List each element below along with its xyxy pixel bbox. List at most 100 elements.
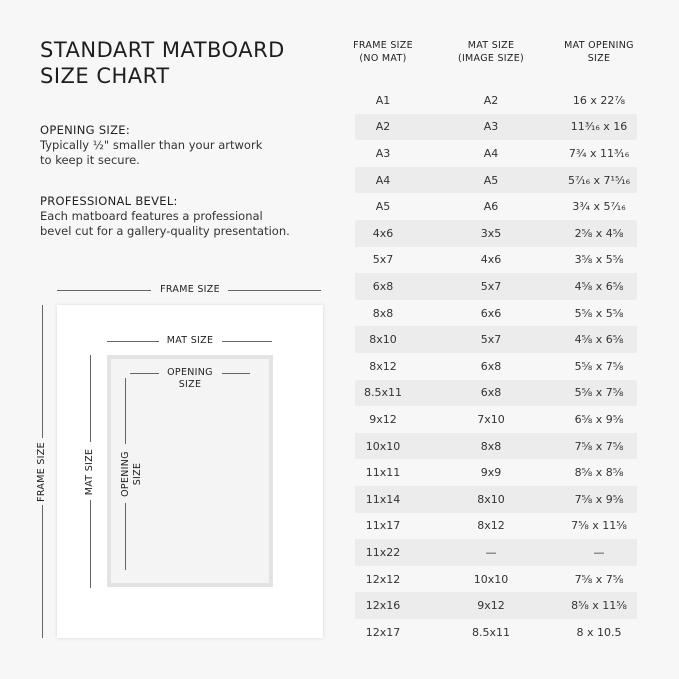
mat-size-cell: 10x10 xyxy=(473,572,509,586)
header-line: FRAME SIZE xyxy=(353,40,413,51)
bevel-text-line: bevel cut for a gallery-quality presenta… xyxy=(40,224,290,238)
mat-opening-cell: 4⅝ x 6⅝ xyxy=(574,333,624,347)
mat-opening-cell: 7⅝ x 11⅝ xyxy=(571,519,627,533)
frame-size-cell: 12x16 xyxy=(365,599,401,613)
frame-size-label: FRAME SIZE xyxy=(160,284,220,295)
mat-size-cell: 6x8 xyxy=(480,386,502,400)
frame-size-cell: 8.5x11 xyxy=(363,386,402,400)
frame-size-vline xyxy=(42,305,43,438)
mat-opening-cell: 3¾ x 5⁷⁄₁₆ xyxy=(572,200,626,214)
mat-size-line xyxy=(107,341,159,342)
frame-size-cell: A4 xyxy=(375,173,391,187)
table-row: 8x12 6x8 5⅝ x 7⅝ xyxy=(355,353,637,380)
mat-size-cell: A6 xyxy=(483,200,499,214)
mat-size-cell: 8x8 xyxy=(480,439,502,453)
mat-opening-cell: 11³⁄₁₆ x 16 xyxy=(570,120,628,134)
mat-size-vlabel: MAT SIZE xyxy=(84,448,95,496)
frame-size-cell: 10x10 xyxy=(365,439,401,453)
table-row: 12x16 9x12 8⅝ x 11⅝ xyxy=(355,592,637,619)
frame-size-cell: 8x10 xyxy=(369,333,397,347)
mat-size-cell: A4 xyxy=(483,146,499,160)
mat-size-cell: 9x12 xyxy=(477,599,505,613)
header-mat-opening: MAT OPENING SIZE xyxy=(544,39,654,65)
header-line: (NO MAT) xyxy=(359,53,407,64)
frame-size-cell: 4x6 xyxy=(372,226,394,240)
opening-size-label: OPENING SIZE xyxy=(155,367,225,391)
table-row: 12x12 10x10 7⅝ x 7⅝ xyxy=(355,566,637,593)
table-row: A2 A3 11³⁄₁₆ x 16 xyxy=(355,113,637,141)
frame-size-cell: A5 xyxy=(375,200,391,214)
mat-size-cell: 5x7 xyxy=(480,333,502,347)
opening-size-line xyxy=(130,373,159,374)
table-row: A4 A5 5⁷⁄₁₆ x 7¹⁵⁄₁₆ xyxy=(355,166,637,194)
mat-opening-cell: 7⅝ x 9⅝ xyxy=(574,492,624,506)
mat-size-cell: 8x10 xyxy=(477,492,505,506)
frame-size-cell: A1 xyxy=(375,93,391,107)
table-row: 8x8 6x6 5⅝ x 5⅝ xyxy=(355,300,637,327)
mat-size-vline xyxy=(90,355,91,442)
mat-opening-cell: 8⅝ x 11⅝ xyxy=(571,599,627,613)
frame-size-cell: 11x11 xyxy=(365,466,401,480)
frame-size-vline xyxy=(42,505,43,638)
title-line-2: SIZE CHART xyxy=(40,64,170,88)
header-frame-size: FRAME SIZE (NO MAT) xyxy=(328,39,438,65)
table-row: 11x11 9x9 8⅝ x 8⅝ xyxy=(355,459,637,486)
frame-size-cell: 12x12 xyxy=(365,572,401,586)
mat-size-cell: 4x6 xyxy=(480,253,502,267)
frame-size-cell: A3 xyxy=(375,146,391,160)
mat-size-cell: 8.5x11 xyxy=(471,625,510,639)
header-line: MAT SIZE xyxy=(467,40,515,51)
mat-opening-cell: 3⅝ x 5⅝ xyxy=(574,253,624,267)
table-row: 11x17 8x12 7⅝ x 11⅝ xyxy=(355,513,637,540)
mat-opening-cell: 7⅝ x 7⅝ xyxy=(574,572,624,586)
mat-size-cell: 5x7 xyxy=(480,279,502,293)
mat-opening-cell: 4⅝ x 6⅝ xyxy=(574,279,624,293)
opening-size-vlabel: OPENING SIZE xyxy=(120,439,144,509)
frame-size-cell: 8x8 xyxy=(372,306,394,320)
table-row: 6x8 5x7 4⅝ x 6⅝ xyxy=(355,273,637,300)
table-row: 10x10 8x8 7⅝ x 7⅝ xyxy=(355,432,637,460)
table-row: 12x17 8.5x11 8 x 10.5 xyxy=(355,619,637,646)
frame-size-cell: 11x14 xyxy=(365,492,401,506)
header-line: MAT OPENING xyxy=(564,40,634,51)
opening-size-heading: OPENING SIZE: xyxy=(40,123,131,137)
mat-opening-cell: — xyxy=(593,545,605,559)
mat-size-cell: A2 xyxy=(483,93,499,107)
mat-size-cell: 8x12 xyxy=(477,519,505,533)
opening-label-line: SIZE xyxy=(178,379,202,390)
opening-label-line: OPENING xyxy=(120,451,131,497)
mat-opening-cell: 16 x 22⅞ xyxy=(572,93,626,107)
frame-size-line xyxy=(228,290,321,291)
header-mat-size: MAT SIZE (IMAGE SIZE) xyxy=(436,39,546,65)
mat-size-cell: 7x10 xyxy=(477,412,505,426)
opening-size-vline xyxy=(125,503,126,570)
bevel-heading: PROFESSIONAL BEVEL: xyxy=(40,194,178,208)
frame-size-cell: 11x17 xyxy=(365,519,401,533)
opening-text-line: to keep it secure. xyxy=(40,153,140,167)
mat-size-cell: 9x9 xyxy=(480,466,502,480)
mat-opening-rect xyxy=(107,355,273,587)
opening-label-line: SIZE xyxy=(132,462,143,486)
header-line: SIZE xyxy=(587,53,611,64)
header-line: (IMAGE SIZE) xyxy=(457,53,525,64)
mat-opening-cell: 5⅝ x 7⅝ xyxy=(574,359,624,373)
bevel-text-line: Each matboard features a professional xyxy=(40,209,263,223)
table-row: A1 A2 16 x 22⅞ xyxy=(355,87,637,114)
frame-size-cell: 9x12 xyxy=(369,412,397,426)
mat-size-cell: 6x8 xyxy=(480,359,502,373)
table-row: 5x7 4x6 3⅝ x 5⅝ xyxy=(355,247,637,274)
bevel-text: Each matboard features a professional be… xyxy=(40,209,340,239)
mat-size-cell: A3 xyxy=(483,120,499,134)
frame-size-cell: 6x8 xyxy=(372,279,394,293)
mat-size-vline xyxy=(90,500,91,588)
frame-size-cell: 5x7 xyxy=(372,253,394,267)
opening-size-text: Typically ½" smaller than your artwork t… xyxy=(40,138,340,168)
mat-opening-cell: 7⅝ x 7⅝ xyxy=(574,439,624,453)
mat-size-label: MAT SIZE xyxy=(166,335,214,346)
mat-size-line xyxy=(222,341,272,342)
frame-size-cell: 12x17 xyxy=(365,625,401,639)
frame-size-cell: 11x22 xyxy=(365,545,401,559)
mat-size-cell: — xyxy=(485,545,497,559)
mat-size-cell: A5 xyxy=(483,173,499,187)
frame-size-vlabel: FRAME SIZE xyxy=(36,442,47,502)
